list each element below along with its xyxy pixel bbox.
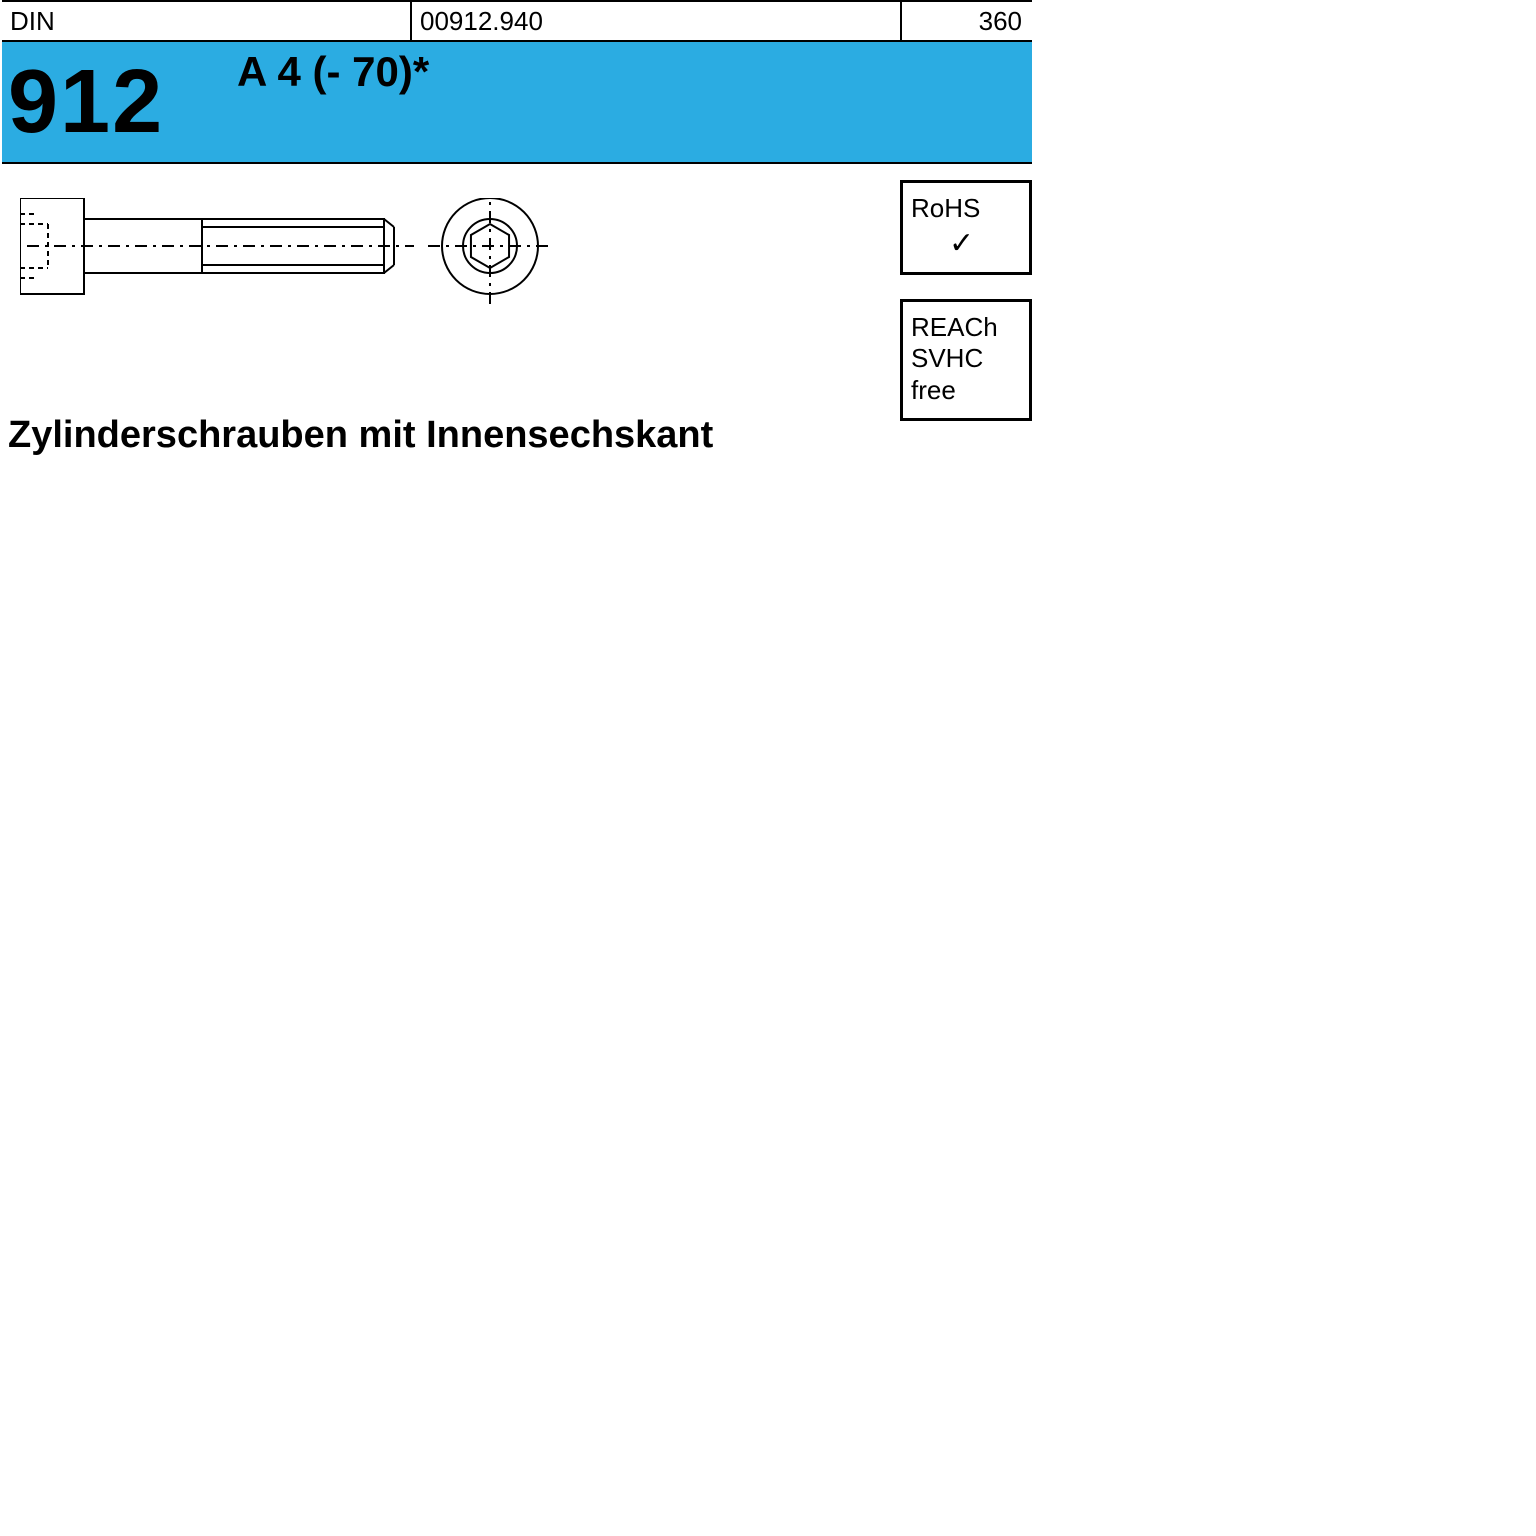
screw-diagram-icon <box>20 198 580 338</box>
reach-line1: REACh <box>911 312 1021 343</box>
title-band: 912 A 4 (- 70)* <box>2 42 1032 164</box>
rohs-badge: RoHS ✓ <box>900 180 1032 275</box>
header-right-value: 360 <box>902 2 1032 40</box>
standard-number: 912 <box>8 51 164 154</box>
drawing-row: RoHS ✓ REACh SVHC free <box>2 164 1032 404</box>
reach-line2: SVHC <box>911 343 1021 374</box>
reach-line3: free <box>911 375 1021 406</box>
header-row: DIN 00912.940 360 <box>2 0 1032 42</box>
reach-badge: REACh SVHC free <box>900 299 1032 421</box>
material-spec: A 4 (- 70)* <box>237 48 429 95</box>
product-code: 00912.940 <box>412 2 902 40</box>
standard-label: DIN <box>2 2 412 40</box>
product-description: Zylinderschrauben mit Innensechskant <box>2 414 1032 457</box>
rohs-label: RoHS <box>911 193 1021 224</box>
check-icon: ✓ <box>949 226 1059 262</box>
